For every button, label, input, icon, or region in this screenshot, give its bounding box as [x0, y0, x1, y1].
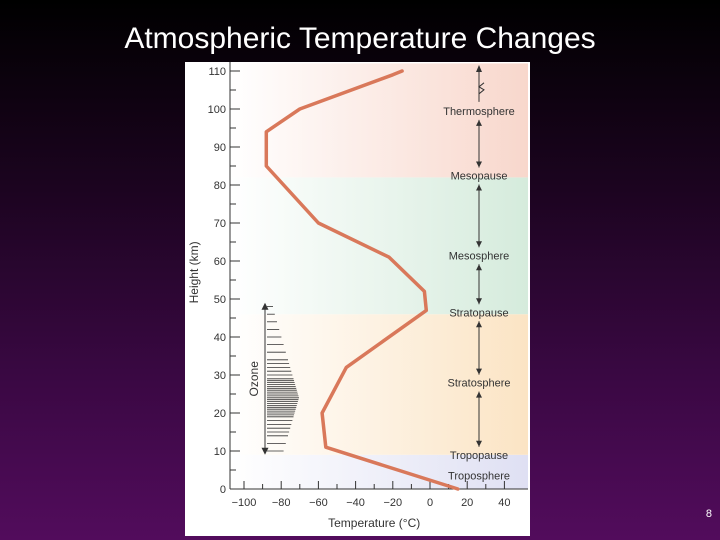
page-number: 8 — [705, 508, 712, 520]
thermosphere-arrow-up — [476, 65, 482, 72]
y-tick-label: 90 — [214, 142, 226, 154]
boundary-label-tropopause: Tropopause — [450, 450, 508, 462]
ozone-arrow-down — [261, 447, 269, 455]
axis-break-mark — [478, 82, 485, 95]
chart-svg: Troposphere Tropopause Stratosphere Stratop… — [185, 62, 530, 536]
ozone-region — [261, 302, 299, 455]
y-tick-label: 0 — [220, 484, 226, 496]
y-tick-label: 20 — [214, 408, 226, 420]
x-tick-label: −20 — [383, 497, 402, 509]
boundary-label-stratopause: Stratopause — [449, 307, 508, 319]
boundary-label-thermosphere: Thermosphere — [443, 106, 515, 118]
boundary-arrow-up — [476, 119, 482, 126]
x-tick-label: −100 — [232, 497, 257, 509]
boundary-arrow-down — [476, 368, 482, 375]
layer-band-mesosphere — [230, 177, 528, 315]
temperature-series — [264, 69, 460, 491]
boundary-arrow-down — [476, 440, 482, 447]
atmosphere-chart: Troposphere Tropopause Stratosphere Stratop… — [185, 62, 530, 536]
x-tick-label: −40 — [346, 497, 365, 509]
y-tick-label: 10 — [214, 446, 226, 458]
y-axis-label: Height (km) — [187, 241, 201, 303]
boundary-arrow-down — [476, 161, 482, 168]
boundary-arrow-up — [476, 391, 482, 398]
x-tick-label: 20 — [461, 497, 473, 509]
boundary-label-stratosphere: Stratosphere — [448, 378, 511, 390]
y-tick-label: 60 — [214, 256, 226, 268]
boundary-arrow-down — [476, 241, 482, 248]
layer-band-troposphere — [230, 454, 528, 489]
y-tick-label: 110 — [208, 66, 226, 78]
y-tick-label: 50 — [214, 294, 226, 306]
boundary-arrow-down — [476, 298, 482, 305]
boundary-arrow-up — [476, 321, 482, 328]
axes: 0 10 20 30 40 50 60 70 80 90 100 110 −100 −80 −60 −40 −2… — [208, 62, 528, 509]
x-axis-label: Temperature (°C) — [328, 516, 420, 530]
boundary-label-mesopause: Mesopause — [451, 171, 508, 183]
boundary-labels: Troposphere Tropopause Stratosphere Stratop… — [443, 65, 515, 483]
x-tick-label: −80 — [272, 497, 291, 509]
x-tick-label: 0 — [427, 497, 433, 509]
x-tick-label: 40 — [498, 497, 510, 509]
ozone-arrow-up — [261, 302, 269, 310]
boundary-arrow-up — [476, 264, 482, 271]
ozone-label: Ozone — [247, 361, 261, 397]
boundary-label-mesosphere: Mesosphere — [449, 250, 510, 262]
slide-title: Atmospheric Temperature Changes — [124, 22, 596, 55]
axis-area — [185, 489, 530, 536]
boundary-arrow-up — [476, 184, 482, 191]
layer-band-thermosphere — [230, 63, 528, 178]
boundary-label-troposphere: Troposphere — [448, 471, 510, 483]
y-tick-label: 80 — [214, 180, 226, 192]
y-tick-label: 30 — [214, 370, 226, 382]
y-tick-label: 100 — [208, 104, 226, 116]
layer-bands — [185, 63, 530, 536]
y-tick-label: 40 — [214, 332, 226, 344]
x-tick-label: −60 — [309, 497, 328, 509]
y-tick-label: 70 — [214, 218, 226, 230]
